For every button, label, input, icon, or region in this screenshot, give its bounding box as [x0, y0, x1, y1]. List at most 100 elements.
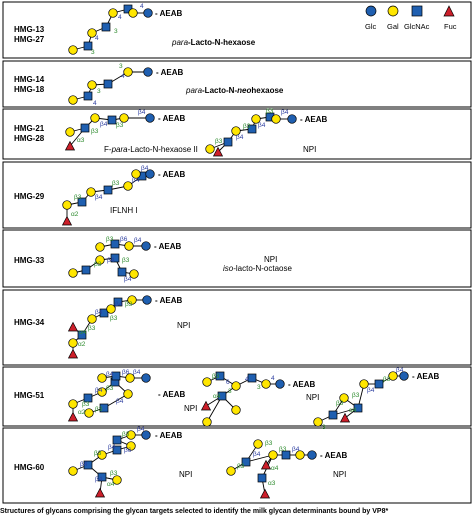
gal-icon: [359, 379, 369, 389]
fuc-icon: [260, 459, 272, 470]
row-3-id-b: HMG-28: [14, 134, 45, 143]
linkage-label: β3: [266, 108, 274, 115]
glc-icon: [275, 379, 285, 389]
gal-icon: [388, 371, 398, 381]
linkage-label: β3: [265, 440, 273, 447]
glcnac-icon: [374, 379, 384, 389]
glcnac-icon: [257, 473, 267, 483]
linkage-label: β3: [122, 431, 130, 438]
linkage-label: α4: [107, 481, 115, 488]
row-2-structure-name: para-Lacto-N-neohexaose: [185, 86, 284, 95]
linkage-label: β3: [212, 373, 220, 380]
gal-icon: [68, 45, 78, 55]
linkage-label: β4: [100, 121, 108, 128]
linkage-label: β4: [133, 369, 141, 376]
glcnac-icon: [117, 267, 127, 277]
linkage-label: β4: [134, 237, 142, 244]
linkage-label: β3: [125, 301, 133, 308]
linkage-label: β3: [82, 401, 90, 408]
linkage-label: 3: [257, 384, 261, 391]
row-2-id-a: HMG-14: [14, 75, 45, 84]
row-8-npi-label-b: NPI: [333, 470, 346, 479]
linkage-label: β3: [336, 400, 344, 407]
linkage-label: α2: [78, 409, 86, 416]
glcnac-icon: [112, 435, 122, 445]
gal-icon: [295, 450, 305, 460]
linkage-label: 6: [226, 379, 230, 386]
glcnac-icon: [217, 391, 227, 401]
linkage-label: β4: [141, 165, 149, 172]
gal-icon: [87, 80, 97, 90]
row-1-id-a: HMG-13: [14, 25, 45, 34]
linkage-label: β3: [110, 470, 118, 477]
aeab-linker-label: - AEAB: [155, 296, 182, 305]
fuc-icon: [200, 400, 212, 411]
row-3-structure-name: F-para-Lacto-N-hexaose II: [104, 145, 198, 154]
aeab-linker-label: - AEAB: [320, 451, 347, 460]
row-1-id-b: HMG-27: [14, 35, 45, 44]
linkage-label: α2: [78, 341, 86, 348]
gal-icon: [313, 417, 323, 427]
gal-icon: [339, 393, 349, 403]
linkage-label: 3: [322, 424, 326, 431]
gal-icon: [129, 269, 139, 279]
aeab-linker-label: - AEAB: [288, 380, 315, 389]
row-3-id-a: HMG-21: [14, 124, 45, 133]
glcnac-icon: [77, 330, 87, 340]
linkage-label: β6: [120, 236, 128, 243]
linkage-label: β4: [137, 426, 145, 433]
aeab-linker-label: - AEAB: [300, 115, 327, 124]
glcnac-icon: [101, 22, 111, 32]
linkage-label: β4: [396, 367, 404, 374]
linkage-label: 3: [228, 388, 232, 395]
glc-icon: [143, 67, 153, 77]
fuc-icon: [64, 140, 76, 151]
linkage-label: β3: [94, 450, 102, 457]
linkage-label: 4: [121, 73, 125, 80]
glcnac-icon: [77, 197, 87, 207]
row-6-id: HMG-34: [14, 318, 45, 327]
linkage-label: β4: [132, 177, 140, 184]
row-6-npi-label: NPI: [177, 321, 190, 330]
gal-icon: [271, 114, 281, 124]
gal-icon: [231, 381, 241, 391]
row-frame-5: [2, 229, 472, 288]
fuc-icon: [67, 411, 79, 422]
glcnac-icon: [83, 91, 93, 101]
glc-icon: [399, 371, 409, 381]
gal-icon: [95, 242, 105, 252]
glc-icon: [145, 113, 155, 123]
gal-icon: [202, 377, 212, 387]
legend-label-glcnac: GlcNAc: [404, 22, 430, 31]
glc-icon: [141, 430, 151, 440]
linkage-label: β4: [107, 257, 115, 264]
fuc-icon: [443, 5, 455, 17]
linkage-label: β3: [237, 463, 245, 470]
legend-label-gal: Gal: [387, 22, 399, 31]
glcnac-icon: [110, 239, 120, 249]
linkage-label: β3: [95, 406, 103, 413]
linkage-label: 4: [245, 376, 249, 383]
fuc-icon: [67, 321, 79, 332]
linkage-label: 3: [91, 49, 95, 56]
linkage-label: β4: [253, 451, 261, 458]
linkage-label: β4: [124, 276, 132, 283]
linkage-label: α4: [213, 393, 221, 400]
gal-icon: [131, 169, 141, 179]
glcnac-icon: [215, 371, 225, 381]
linkage-label: 3: [114, 28, 118, 35]
gal-icon: [123, 181, 133, 191]
gal-icon: [84, 408, 94, 418]
linkage-label: β4: [292, 446, 300, 453]
gal-icon: [97, 373, 107, 383]
linkage-label: β4: [115, 301, 123, 308]
gal-icon: [97, 450, 107, 460]
gal-icon: [62, 200, 72, 210]
gal-icon: [205, 144, 215, 154]
linkage-label: 4: [95, 35, 99, 42]
gal-icon: [268, 450, 278, 460]
linkage-label: β3: [110, 315, 118, 322]
gal-icon: [112, 475, 122, 485]
aeab-linker-label: - AEAB: [158, 390, 185, 399]
